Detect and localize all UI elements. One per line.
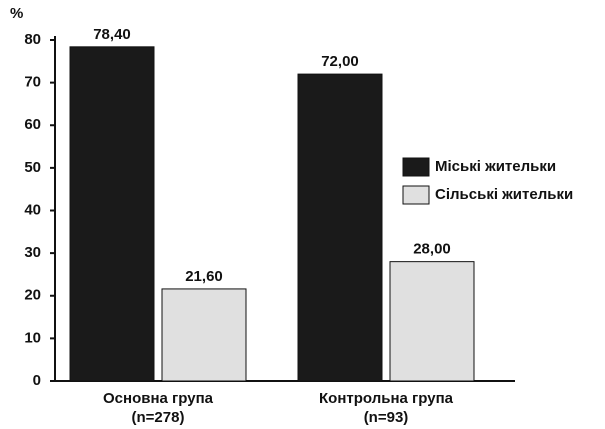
value-label: 28,00 [413, 241, 451, 258]
y-tick-label: 80 [24, 31, 41, 48]
y-tick-label: 30 [24, 244, 41, 261]
y-tick-label: 70 [24, 74, 41, 91]
y-tick-label: 10 [24, 329, 41, 346]
value-label: 78,40 [93, 26, 131, 43]
y-tick-label: 20 [24, 287, 41, 304]
x-tick-label: Контрольна група [319, 390, 454, 407]
x-tick-label: (n=93) [364, 409, 409, 426]
legend-label: Сільські жительки [435, 186, 573, 203]
value-label: 21,60 [185, 268, 223, 285]
legend-swatch [402, 185, 430, 205]
bar [161, 288, 247, 382]
y-tick-label: 50 [24, 159, 41, 176]
y-tick-label: 0 [33, 372, 41, 389]
y-tick-label: 40 [24, 201, 41, 218]
y-tick-label: 60 [24, 116, 41, 133]
x-tick-label: (n=278) [132, 409, 185, 426]
x-tick-label: Основна група [103, 390, 214, 407]
y-axis-label: % [10, 5, 23, 22]
value-label: 72,00 [321, 53, 359, 70]
legend-label: Міські жительки [435, 158, 556, 175]
bar [69, 46, 155, 382]
bar [389, 261, 475, 382]
legend-swatch [402, 157, 430, 177]
bar [297, 73, 383, 382]
